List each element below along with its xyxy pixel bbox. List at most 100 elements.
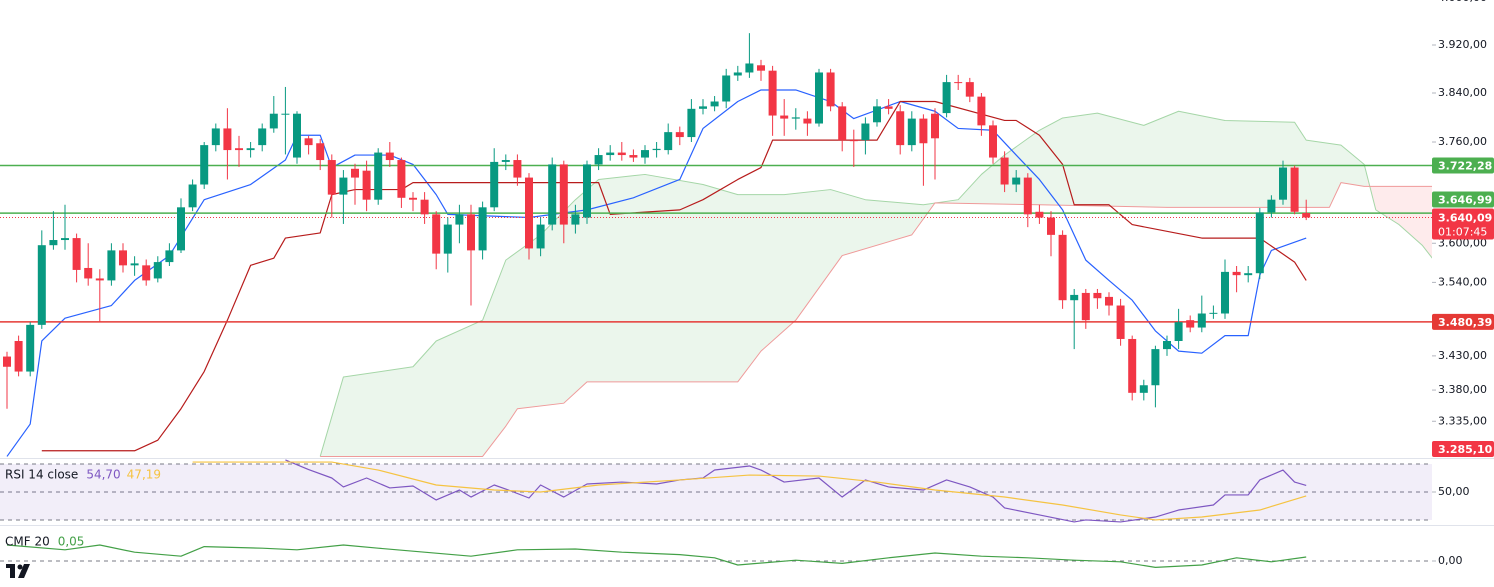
candle-body: [1047, 217, 1055, 235]
candle-body: [571, 214, 580, 225]
level-label: 3.285,10: [1438, 443, 1493, 456]
candle-body: [1197, 313, 1206, 328]
candle-body: [374, 152, 383, 200]
cloud-fill: [1367, 175, 1432, 258]
candle-body: [339, 177, 348, 195]
candle-body: [1163, 340, 1171, 350]
y-tick-label: 3.430,00: [1438, 349, 1487, 362]
candle-body: [293, 113, 301, 158]
level-label: 3.722,28: [1438, 159, 1492, 172]
candle-body: [594, 155, 603, 165]
candle-body: [316, 143, 325, 161]
y-tick-label: 3.760,00: [1438, 135, 1487, 148]
candle-body: [652, 148, 661, 151]
candle-body: [14, 340, 23, 372]
cloud-span-b: [320, 182, 1432, 457]
candle-body: [269, 113, 278, 129]
countdown: 01:07:45: [1438, 225, 1487, 238]
candle-body: [1058, 234, 1067, 301]
candle-body: [722, 75, 731, 102]
candle-body: [177, 207, 185, 251]
legend-value: 0,05: [58, 535, 85, 549]
candle-body: [107, 250, 116, 281]
level-label: 3.646,99: [1438, 193, 1492, 206]
candle-body: [362, 170, 371, 200]
y-tick-label: 3.540,00: [1438, 275, 1487, 288]
level-label-box: [1432, 191, 1494, 208]
candle-body: [304, 138, 313, 146]
candle-body: [490, 161, 499, 208]
level-label-box: [1432, 441, 1494, 457]
y-tick-label: 3.840,00: [1438, 86, 1487, 99]
candle-body: [664, 132, 673, 151]
candle-body: [1186, 320, 1195, 328]
candle-body: [641, 150, 649, 158]
candle-body: [1139, 385, 1148, 393]
y-tick-label: 0,00: [1438, 554, 1463, 567]
candle-body: [1174, 322, 1183, 341]
candle-body: [327, 160, 336, 195]
candle-body: [1244, 273, 1253, 276]
pane: [0, 33, 1432, 457]
candle-body: [1116, 305, 1125, 339]
y-tick-label: 3.335,00: [1438, 414, 1487, 427]
candle-body: [745, 63, 754, 73]
candle-body: [675, 132, 684, 138]
candle-body: [235, 148, 243, 151]
candle-body: [1070, 294, 1079, 301]
candle-body: [780, 115, 789, 119]
candle-body: [1267, 199, 1276, 213]
candle-body: [409, 197, 417, 200]
y-tick-label: 4.000,00: [1438, 0, 1487, 4]
last-price-box: [1432, 208, 1494, 240]
candle-body: [478, 207, 487, 251]
candle-body: [142, 265, 151, 281]
candle-body: [757, 65, 765, 71]
candle-body: [931, 113, 939, 139]
candle-body: [896, 111, 905, 146]
cloud-fill: [320, 174, 933, 457]
candle-body: [153, 262, 162, 279]
candle-body: [1081, 292, 1090, 321]
candle-body: [559, 164, 568, 225]
candle-body: [1232, 271, 1241, 276]
candle-body: [583, 164, 591, 218]
candle-body: [884, 106, 893, 109]
y-tick-label: 3.380,00: [1438, 383, 1487, 396]
candle-body: [188, 184, 197, 208]
candle-body: [1279, 167, 1287, 200]
band-fill: [0, 464, 1432, 520]
candle-body: [525, 177, 533, 249]
pane-title: RSI 14 close: [5, 468, 78, 482]
candle-body: [989, 125, 997, 158]
candle-body: [420, 199, 429, 215]
candle-body: [687, 108, 696, 138]
level-label-box: [1432, 313, 1494, 330]
candle-body: [1302, 213, 1311, 218]
candle-body: [803, 118, 812, 124]
candle-body: [849, 140, 858, 142]
indicator-line: [41, 100, 1307, 452]
candle-body: [942, 82, 951, 114]
candle-body: [49, 240, 58, 246]
candle-body: [211, 128, 220, 146]
indicator-line: [192, 461, 1307, 521]
candle-body: [617, 152, 626, 156]
y-tick-label: 3.920,00: [1438, 38, 1487, 51]
candle-body: [536, 224, 545, 249]
candle-body: [965, 82, 974, 97]
candle-body: [281, 113, 290, 115]
candle-body: [699, 106, 707, 109]
indicator-line: [6, 544, 1307, 568]
candle-body: [791, 117, 800, 119]
legend-value: 47,19: [127, 468, 161, 482]
y-tick-label: 3.600,00: [1438, 236, 1487, 249]
legend-value: 54,70: [86, 468, 120, 482]
candle-body: [258, 128, 267, 146]
candle-body: [919, 118, 928, 144]
candle-body: [1151, 349, 1160, 386]
candle-body: [733, 72, 742, 76]
candle-body: [1035, 211, 1044, 218]
